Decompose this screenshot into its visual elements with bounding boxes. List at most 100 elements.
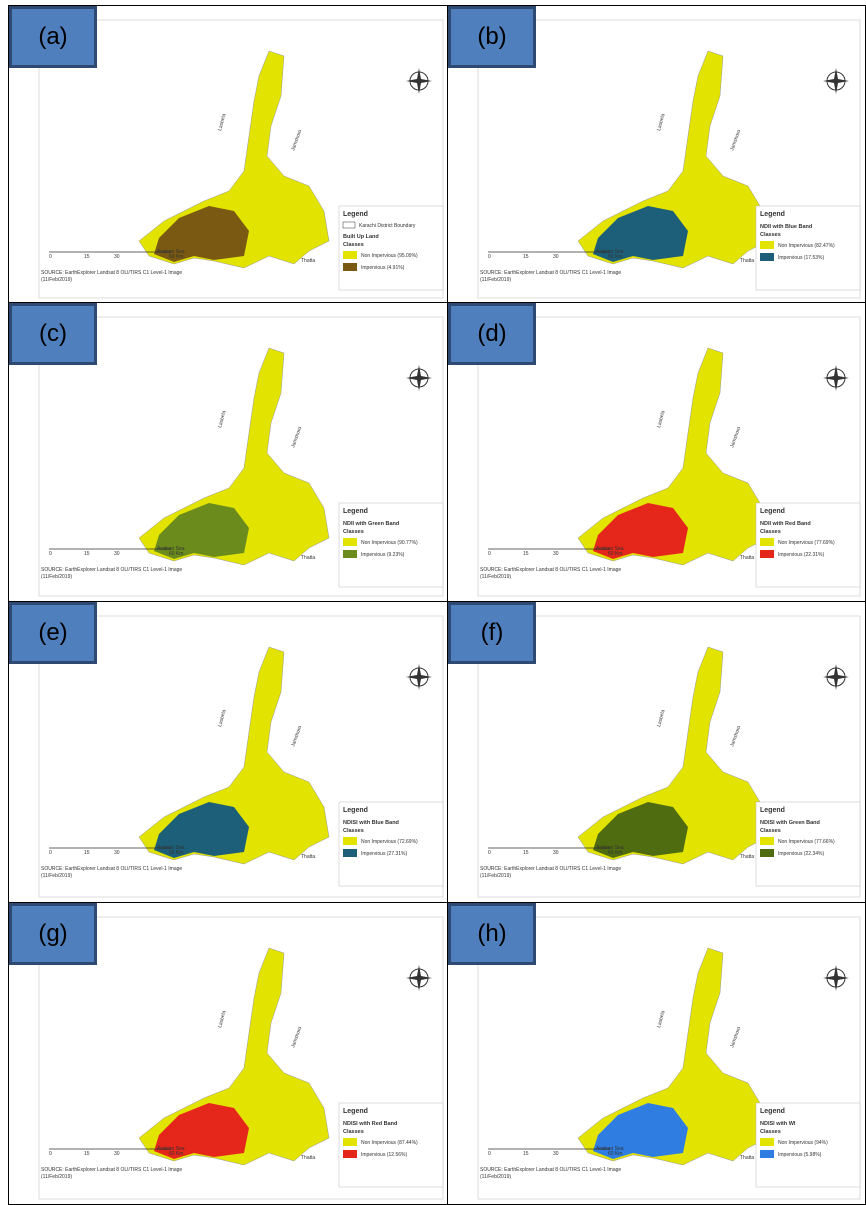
source-date: (11/Feb/2019) <box>480 1174 511 1180</box>
panel-label: (f) <box>448 602 536 664</box>
source-text: SOURCE: EarthExplorer Landsat 8 OLI/TIRS… <box>41 567 182 573</box>
place-label: Thatta <box>740 1155 754 1161</box>
scale-label: 60 Km <box>608 254 622 260</box>
source-date: (11/Feb/2019) <box>480 574 511 580</box>
source-date: (11/Feb/2019) <box>41 1174 72 1180</box>
place-label: Thatta <box>301 854 315 860</box>
scale-label: 15 <box>84 254 90 260</box>
place-label: Thatta <box>740 258 754 264</box>
legend-swatch <box>343 550 357 558</box>
legend-subtitle: Classes <box>343 529 364 535</box>
legend-title: NDISI with Red Band <box>343 1121 397 1127</box>
legend-swatch <box>343 837 357 845</box>
legend-heading: Legend <box>760 211 785 218</box>
legend-title: NDISI with WI <box>760 1121 796 1127</box>
scale-label: 0 <box>49 850 52 856</box>
place-label: Thatta <box>740 555 754 561</box>
source-text: SOURCE: EarthExplorer Landsat 8 OLI/TIRS… <box>480 866 621 872</box>
legend-subtitle: Classes <box>760 529 781 535</box>
source-text: SOURCE: EarthExplorer Landsat 8 OLI/TIRS… <box>480 270 621 276</box>
legend-subtitle: Classes <box>343 828 364 834</box>
source-text: SOURCE: EarthExplorer Landsat 8 OLI/TIRS… <box>41 1167 182 1173</box>
legend-subtitle: Classes <box>760 828 781 834</box>
legend-heading: Legend <box>343 807 368 814</box>
place-label: Thatta <box>301 555 315 561</box>
legend-swatch <box>760 253 774 261</box>
legend-heading: Legend <box>760 508 785 515</box>
panel-label: (e) <box>9 602 97 664</box>
source-text: SOURCE: EarthExplorer Landsat 8 OLI/TIRS… <box>480 1167 621 1173</box>
legend-swatch <box>760 849 774 857</box>
legend-subtitle: Classes <box>343 1129 364 1135</box>
scale-label: 60 Km <box>169 850 183 856</box>
source-date: (11/Feb/2019) <box>480 873 511 879</box>
scale-label: 0 <box>488 1151 491 1157</box>
scale-label: 15 <box>84 551 90 557</box>
scale-label: 15 <box>84 850 90 856</box>
scale-label: 0 <box>488 551 491 557</box>
legend-item: Impervious (12.56%) <box>361 1152 407 1158</box>
panel-label: (g) <box>9 903 97 965</box>
legend-title: NDII with Blue Band <box>760 224 812 230</box>
map-panel: LasbelaJamshoroArabian SeaThatta0153060 … <box>448 903 866 1205</box>
legend-subtitle: Classes <box>343 242 364 248</box>
scale-label: 60 Km <box>169 254 183 260</box>
legend-item: Non Impervious (82.47%) <box>778 243 835 249</box>
scale-label: 15 <box>523 1151 529 1157</box>
legend-swatch <box>343 1138 357 1146</box>
legend-swatch <box>760 1150 774 1158</box>
scale-label: 30 <box>114 850 120 856</box>
legend-item: Impervious (17.53%) <box>778 255 824 261</box>
legend-item: Impervious (22.34%) <box>778 851 824 857</box>
place-label: Thatta <box>301 1155 315 1161</box>
legend-title: NDISI with Green Band <box>760 820 820 826</box>
legend-subtitle: Classes <box>760 232 781 238</box>
legend-heading: Legend <box>760 1108 785 1115</box>
legend-item: Non Impervious (72.69%) <box>361 839 418 845</box>
place-label: Thatta <box>301 258 315 264</box>
legend-item: Non Impervious (94%) <box>778 1140 828 1146</box>
source-date: (11/Feb/2019) <box>480 277 511 283</box>
scale-label: 30 <box>553 850 559 856</box>
scale-label: 0 <box>488 850 491 856</box>
scale-label: 0 <box>49 1151 52 1157</box>
legend-swatch <box>760 538 774 546</box>
scale-label: 30 <box>553 551 559 557</box>
source-date: (11/Feb/2019) <box>41 277 72 283</box>
legend-heading: Legend <box>760 807 785 814</box>
scale-label: 30 <box>553 1151 559 1157</box>
scale-label: 60 Km <box>608 850 622 856</box>
source-text: SOURCE: EarthExplorer Landsat 8 OLI/TIRS… <box>480 567 621 573</box>
legend-swatch <box>343 849 357 857</box>
legend-swatch <box>760 241 774 249</box>
source-date: (11/Feb/2019) <box>41 873 72 879</box>
legend-item: Karachi District Boundary <box>359 223 416 229</box>
legend-item: Impervious (5.98%) <box>778 1152 822 1158</box>
legend-item: Non Impervious (87.44%) <box>361 1140 418 1146</box>
legend-item: Impervious (9.23%) <box>361 552 405 558</box>
legend-title: NDII with Green Band <box>343 521 399 527</box>
panel-label: (h) <box>448 903 536 965</box>
scale-label: 0 <box>49 254 52 260</box>
scale-label: 30 <box>114 551 120 557</box>
map-panel: LasbelaJamshoroArabian SeaThatta0153060 … <box>8 303 448 602</box>
source-date: (11/Feb/2019) <box>41 574 72 580</box>
scale-label: 30 <box>553 254 559 260</box>
source-text: SOURCE: EarthExplorer Landsat 8 OLI/TIRS… <box>41 866 182 872</box>
panel-label: (b) <box>448 6 536 68</box>
place-label: Thatta <box>740 854 754 860</box>
scale-label: 15 <box>523 551 529 557</box>
scale-label: 60 Km <box>169 1151 183 1157</box>
legend-item: Non Impervious (77.69%) <box>778 540 835 546</box>
legend-swatch <box>760 837 774 845</box>
scale-label: 30 <box>114 1151 120 1157</box>
scale-label: 15 <box>523 254 529 260</box>
legend-heading: Legend <box>343 508 368 515</box>
legend-title: NDISI with Blue Band <box>343 820 399 826</box>
legend-swatch <box>343 222 355 228</box>
source-text: SOURCE: EarthExplorer Landsat 8 OLI/TIRS… <box>41 270 182 276</box>
legend-item: Impervious (27.31%) <box>361 851 407 857</box>
